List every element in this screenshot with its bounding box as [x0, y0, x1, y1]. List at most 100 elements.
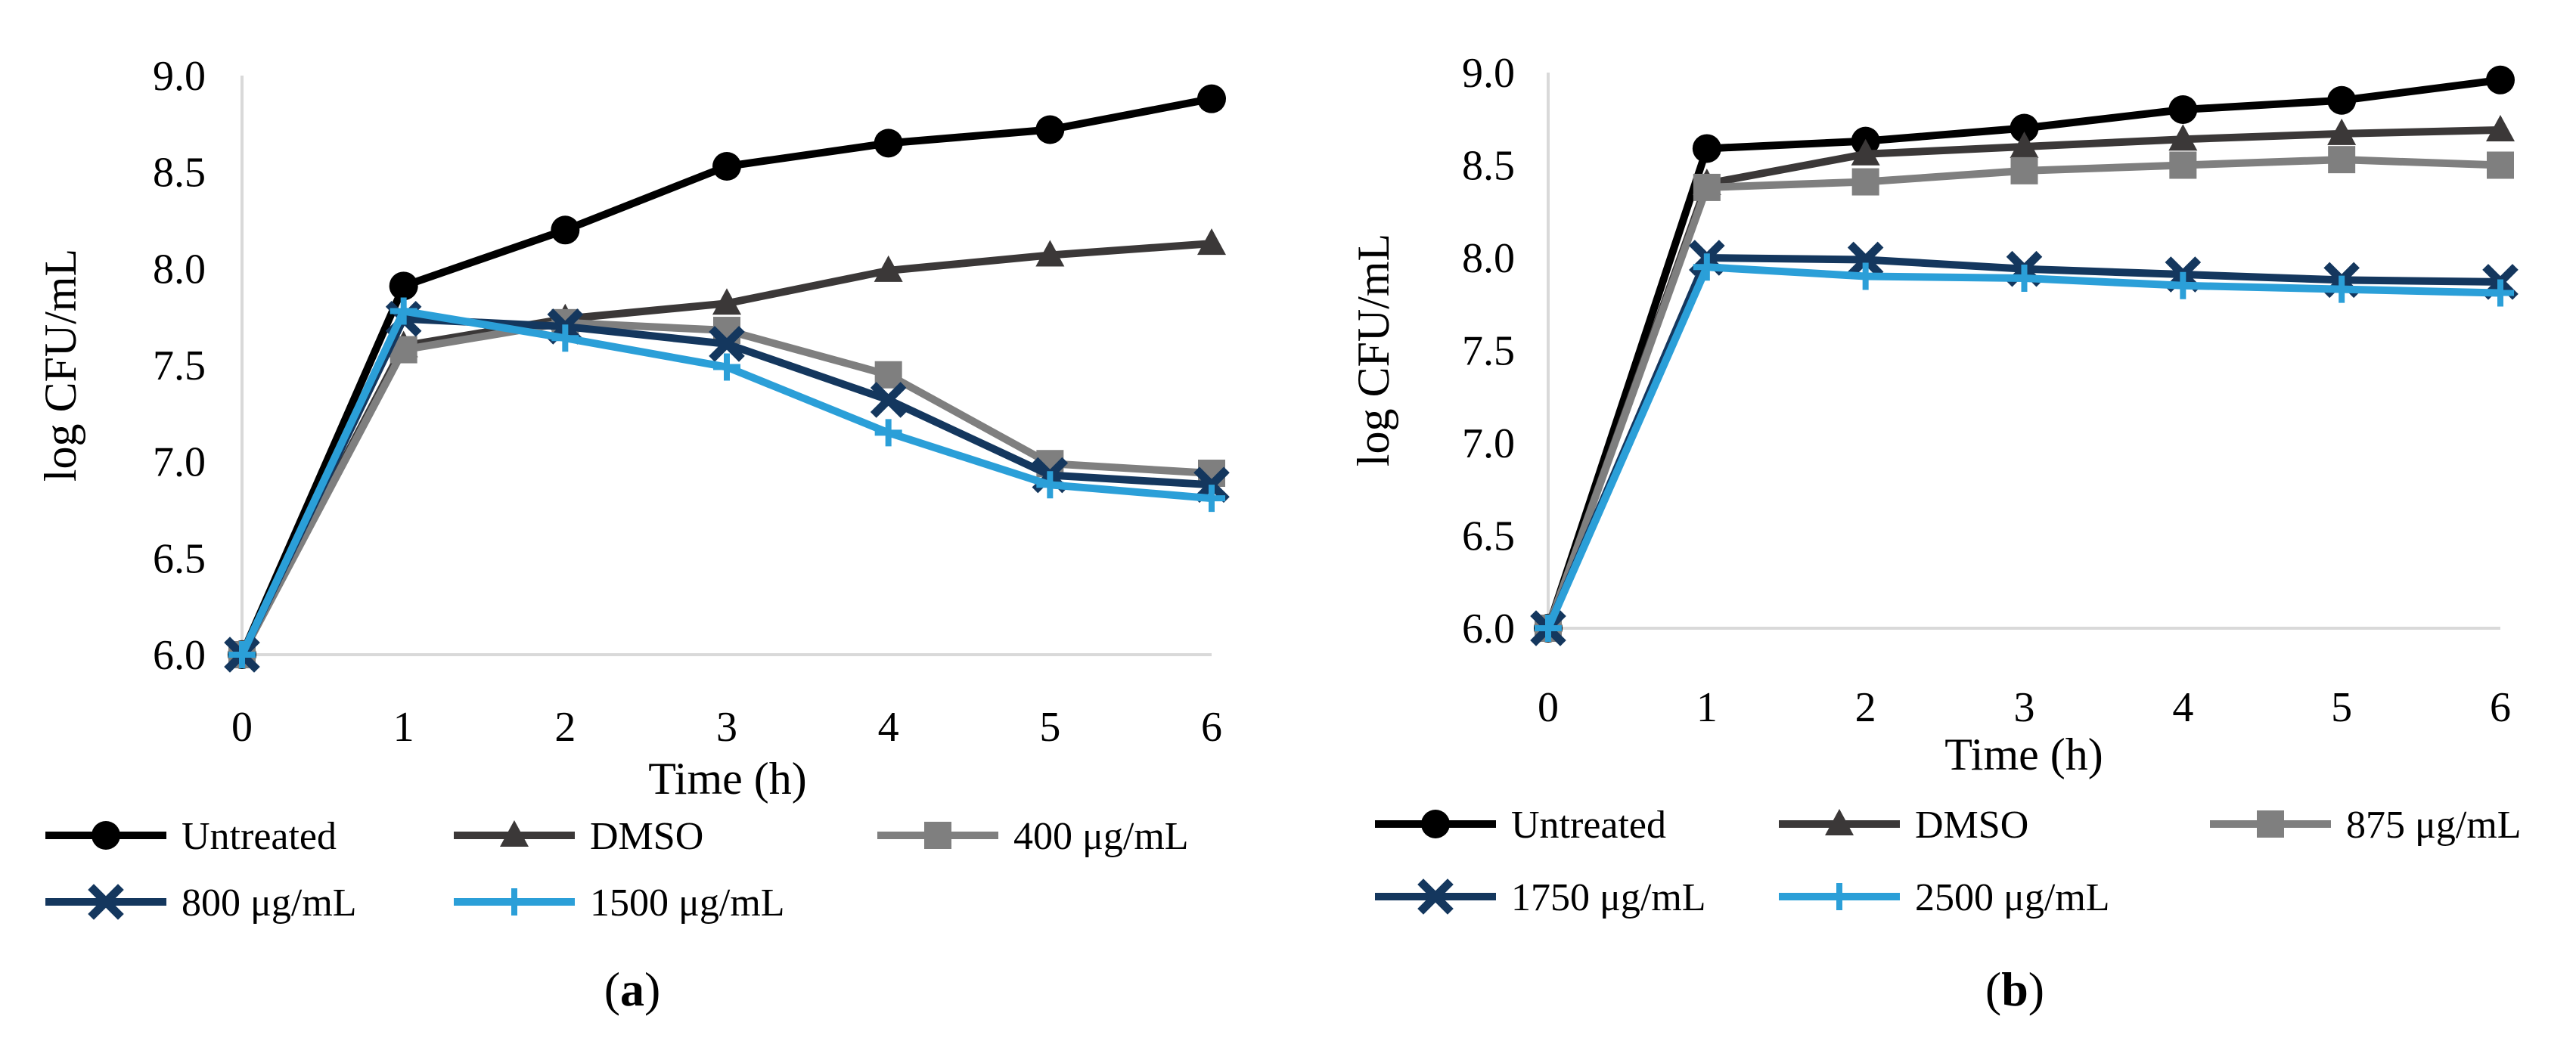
data-point: [1035, 115, 1065, 144]
legend: Untreated DMSO 400 μg/mL 800 μg/mL 1500 μg/m…: [45, 815, 1189, 925]
data-point: [1851, 168, 1879, 196]
data-point: [2328, 146, 2356, 174]
data-point: [389, 271, 418, 301]
series-plus: [228, 297, 1225, 668]
legend-marker: [501, 888, 528, 916]
y-axis-title: log CFU/mL: [36, 249, 85, 482]
data-point: [874, 129, 903, 158]
x-axis-title: Time (h): [648, 754, 806, 804]
data-point: [1035, 240, 1065, 267]
y-tick-label: 9.0: [1462, 50, 1515, 97]
x-tick-label: 1: [1696, 684, 1718, 731]
series-line: [1544, 263, 2501, 630]
series-line: [1544, 254, 2501, 630]
y-tick-label: 8.0: [153, 246, 206, 293]
x-tick-label: 0: [231, 704, 253, 751]
x-tick-label: 4: [878, 704, 899, 751]
data-point: [2327, 85, 2357, 115]
x-tick-label: 2: [1855, 684, 1876, 731]
data-point: [709, 326, 745, 362]
data-point: [1197, 228, 1226, 256]
data-point: [2010, 113, 2039, 143]
legend-marker: [2257, 810, 2284, 838]
panel-label: (a): [604, 962, 661, 1016]
data-point: [1197, 84, 1226, 113]
y-tick-label: 6.5: [153, 535, 206, 582]
legend-marker: [924, 822, 951, 849]
series-x: [1530, 240, 2519, 646]
x-tick-label: 2: [554, 704, 576, 751]
y-tick-label: 7.5: [1462, 328, 1515, 375]
legend-marker: [88, 884, 124, 920]
data-point: [1036, 471, 1064, 499]
legend-label: 1500 μg/mL: [590, 881, 785, 925]
legend-marker: [500, 820, 529, 847]
series-triangle: [228, 228, 1226, 666]
data-point: [712, 152, 741, 181]
data-point: [2168, 95, 2198, 124]
legend-marker: [1825, 809, 1854, 835]
legend-label: 1750 μg/mL: [1511, 876, 1706, 919]
legend-label: 800 μg/mL: [182, 881, 357, 925]
chart-a: 6.0 6.5 7.0 7.5 8.0 8.5 9.0 0 1 2 3 4 5 6 Time (h) log …: [36, 53, 1230, 1016]
legend: Untreated DMSO 875 μg/mL 1750 μg/mL 2500 μg/…: [1375, 804, 2522, 919]
legend-marker: [1421, 810, 1450, 838]
legend-item: Untreated: [45, 815, 337, 858]
legend-item: DMSO: [1779, 804, 2028, 847]
y-tick-label: 6.0: [1462, 606, 1515, 652]
legend-label: Untreated: [182, 815, 337, 858]
data-point: [551, 324, 579, 352]
series-plus: [1535, 253, 2514, 642]
legend-item: Untreated: [1375, 804, 1666, 847]
data-point: [2010, 264, 2038, 292]
data-point: [2486, 114, 2515, 141]
data-point: [870, 382, 907, 418]
data-point: [1692, 134, 1721, 163]
x-tick-label: 0: [1538, 684, 1559, 731]
x-tick-label: 5: [1039, 704, 1060, 751]
y-tick-label: 7.0: [153, 439, 206, 486]
data-point: [2486, 65, 2515, 94]
x-tick-label: 6: [1201, 704, 1222, 751]
data-point: [551, 215, 580, 245]
legend-label: 2500 μg/mL: [1915, 876, 2110, 919]
y-tick-label: 9.0: [153, 53, 206, 100]
legend-item: 1750 μg/mL: [1375, 876, 1706, 919]
legend-item: 875 μg/mL: [2210, 804, 2522, 847]
x-tick-label: 5: [2331, 684, 2352, 731]
data-point: [874, 361, 902, 389]
series-triangle: [1534, 114, 2515, 640]
legend-item: 2500 μg/mL: [1779, 876, 2110, 919]
data-point: [228, 641, 256, 668]
data-point: [1693, 253, 1721, 281]
x-tick-label: 4: [2172, 684, 2193, 731]
legend-item: 1500 μg/mL: [454, 881, 785, 925]
data-point: [2328, 275, 2356, 303]
legend-marker: [1417, 878, 1454, 915]
y-tick-label: 7.0: [1462, 420, 1515, 467]
y-tick-label: 6.5: [1462, 513, 1515, 560]
data-point: [2487, 151, 2514, 179]
legend-label: DMSO: [590, 815, 703, 858]
data-point: [712, 288, 741, 315]
data-point: [874, 255, 903, 282]
data-point: [2327, 118, 2357, 145]
series-circle: [228, 84, 1226, 669]
panel-label: (b): [1985, 962, 2044, 1016]
legend-label: Untreated: [1511, 804, 1666, 847]
data-point: [1851, 138, 1880, 166]
legend-item: 800 μg/mL: [45, 881, 357, 925]
y-tick-label: 8.0: [1462, 235, 1515, 282]
data-point: [1693, 173, 1721, 201]
legend-item: 400 μg/mL: [877, 815, 1189, 858]
data-point: [2169, 151, 2197, 179]
data-point: [2168, 124, 2198, 151]
chart-b: 6.0 6.5 7.0 7.5 8.0 8.5 9.0 0 1 2 3 4 5 6 Time (h) log …: [1349, 50, 2522, 1016]
legend-marker: [1826, 883, 1853, 910]
data-point: [2487, 279, 2514, 307]
data-point: [1535, 615, 1562, 642]
y-tick-label: 6.0: [153, 632, 206, 679]
y-tick-label: 7.5: [153, 342, 206, 389]
series-square: [1535, 146, 2514, 642]
